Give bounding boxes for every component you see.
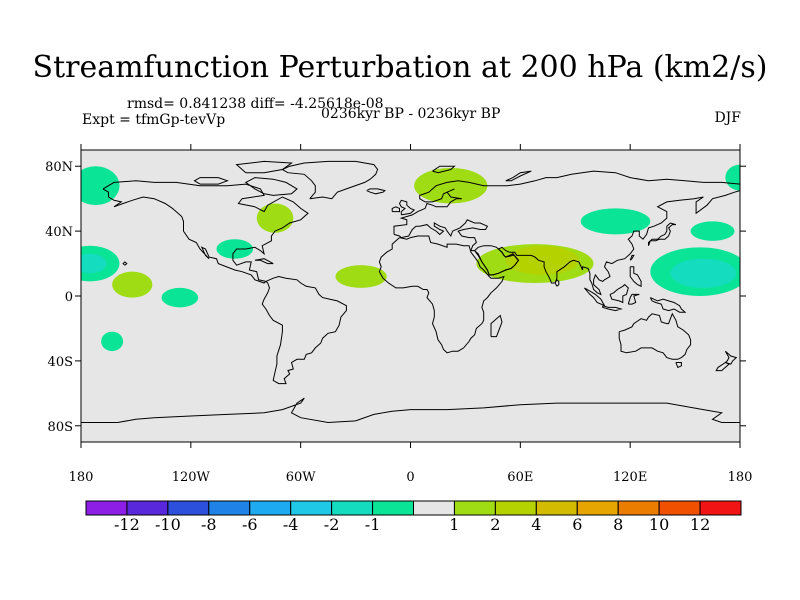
ireland-coast — [391, 206, 400, 213]
arabia-coast — [474, 245, 520, 276]
anomaly-layer — [81, 164, 740, 352]
sulawesi-coast — [627, 293, 640, 305]
africa-coast — [378, 235, 505, 354]
eurasia-africa-coast — [393, 170, 740, 296]
cuba-coast — [254, 258, 274, 265]
colorbar-box — [658, 500, 701, 516]
colorbar-box — [290, 500, 333, 516]
stats-line: rmsd= 0.841238 diff= -4.25618e-08 — [127, 96, 384, 112]
x-tick-label: 0 — [406, 470, 414, 485]
colorbar-box — [167, 500, 210, 516]
anomaly-region-13 — [580, 208, 651, 235]
anomaly-region-3 — [81, 253, 107, 274]
y-tick-label: 0 — [65, 290, 73, 305]
colorbar-label: -8 — [201, 515, 217, 534]
anomaly-region-10 — [335, 265, 387, 288]
anomaly-region-8 — [256, 203, 294, 233]
colorbar-box — [208, 500, 251, 516]
antarctica-coast — [81, 397, 740, 424]
new-guinea-coast — [649, 297, 687, 313]
colorbar-label: 2 — [490, 515, 501, 534]
y-tick-label: 40N — [45, 225, 73, 240]
victoria-island-coast — [193, 177, 229, 185]
anomaly-region-6 — [161, 287, 199, 308]
british-isles-coast — [398, 199, 416, 216]
colorbar-box — [126, 500, 169, 516]
australia-coast — [618, 312, 692, 360]
tasmania-coast — [675, 362, 682, 369]
anomaly-region-4 — [112, 271, 153, 298]
colorbar-label: 1 — [449, 515, 460, 534]
period-label: 0236kyr BP - 0236kyr BP — [321, 106, 501, 122]
anomaly-region-7 — [216, 239, 254, 259]
ellesmere-coast — [235, 160, 293, 174]
anomaly-region-5 — [101, 331, 124, 352]
new-zealand-south-coast — [715, 362, 730, 372]
colorbar-box — [617, 500, 660, 516]
colorbar-box — [576, 500, 619, 516]
north-america-coast — [102, 180, 309, 284]
y-tick-label: 40S — [48, 355, 73, 370]
south-america-coast — [261, 275, 347, 385]
colorbar — [85, 500, 742, 516]
sumatra-coast — [584, 287, 606, 307]
novaya-zemlya-coast — [505, 170, 532, 182]
colorbar-label: -2 — [323, 515, 340, 534]
colorbar-box — [453, 500, 496, 516]
colorbar-label: 12 — [689, 515, 711, 534]
japan-coast — [648, 222, 677, 246]
svalbard-coast — [432, 165, 456, 174]
new-zealand-coast — [724, 350, 738, 365]
colorbar-box — [413, 500, 455, 516]
x-tick-label: 120E — [613, 470, 647, 485]
java-coast — [602, 305, 623, 312]
baffin-coast — [244, 177, 298, 196]
colorbar-box — [85, 500, 128, 516]
x-tick-label: 180 — [728, 470, 753, 485]
anomaly-region-1 — [81, 166, 120, 206]
colorbar-label: -6 — [242, 515, 258, 534]
chart-title: Streamfunction Perturbation at 200 hPa (… — [32, 50, 768, 85]
colorbar-label: 10 — [648, 515, 670, 534]
x-tick-label: 60E — [507, 470, 533, 485]
colorbar-label: 4 — [531, 515, 542, 534]
anomaly-region-16 — [670, 258, 737, 288]
anomaly-region-12 — [505, 245, 579, 275]
colorbar-box — [372, 500, 414, 516]
colorbar-label: 8 — [613, 515, 624, 534]
madagascar-coast — [490, 314, 503, 338]
anomaly-region-9 — [414, 167, 488, 204]
taiwan-coast — [629, 254, 635, 261]
colorbar-label: 6 — [572, 515, 583, 534]
coastlines — [81, 160, 740, 424]
greenland-coast — [281, 160, 379, 200]
y-tick-label: 80N — [45, 160, 73, 175]
colorbar-box — [699, 500, 742, 516]
philippines-coast — [629, 266, 642, 288]
x-tick-label: 180 — [69, 470, 94, 485]
colorbar-box — [331, 500, 374, 516]
hawaii-coast — [122, 261, 128, 266]
x-tick-label: 120W — [172, 470, 211, 485]
colorbar-label: -4 — [282, 515, 299, 534]
axis-ticks: 180 120W 60W 0 60E 120E 180 80N 40N 0 40S 80S — [45, 144, 752, 485]
x-tick-label: 60W — [286, 470, 317, 485]
y-tick-label: 80S — [48, 420, 73, 435]
colorbar-box — [535, 500, 578, 516]
season-label: DJF — [714, 110, 741, 126]
colorbar-box — [249, 500, 292, 516]
anomaly-region-14 — [690, 221, 735, 241]
iceland-coast — [366, 188, 386, 195]
sri-lanka-coast — [554, 279, 560, 287]
colorbar-label: -1 — [364, 515, 381, 534]
colorbar-box — [494, 500, 537, 516]
colorbar-label: -12 — [114, 515, 140, 534]
borneo-coast — [609, 283, 629, 304]
colorbar-label: -10 — [155, 515, 181, 534]
experiment-label: Expt = tfmGp-tevVp — [82, 112, 226, 128]
